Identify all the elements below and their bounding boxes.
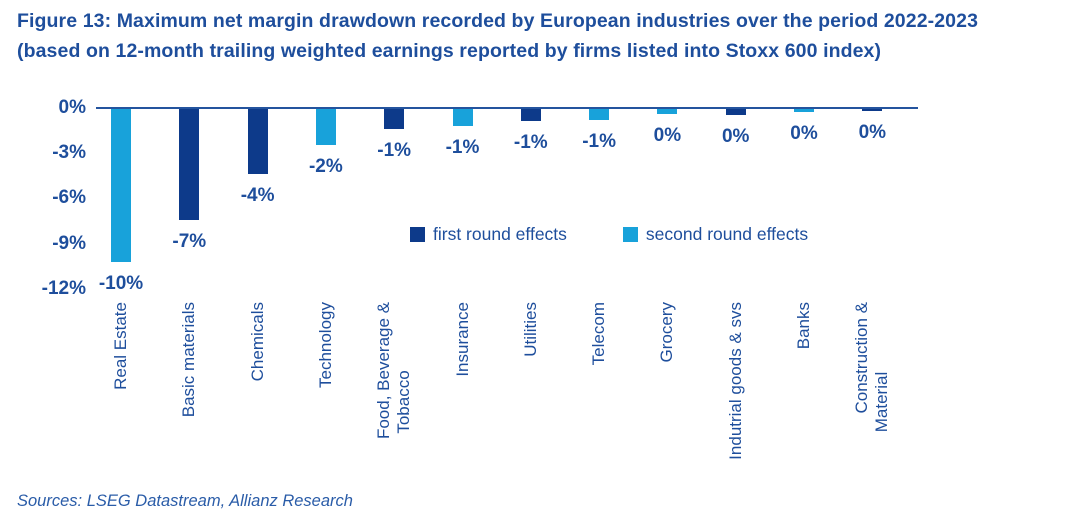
category-label-line: Basic materials — [179, 302, 199, 418]
bar-indutrial-goods-svs — [725, 109, 746, 115]
bar-value-label: 0% — [653, 125, 682, 146]
source-note: Sources: LSEG Datastream, Allianz Resear… — [17, 492, 353, 510]
category-label-line: Food, Beverage & — [374, 302, 394, 440]
legend-label: first round effects — [433, 224, 567, 244]
bar-value-label: -4% — [240, 185, 275, 206]
bar-value-label: -10% — [98, 273, 144, 294]
category-label-line: Telecom — [589, 302, 609, 366]
y-tick-label: -12% — [41, 277, 86, 299]
bar-insurance — [452, 109, 473, 126]
bar-value-label: 0% — [790, 123, 818, 144]
bar-banks — [794, 109, 814, 112]
category-label-grocery: Grocery — [657, 302, 677, 502]
bar-value-label: -1% — [377, 140, 412, 161]
category-label-line: Construction & — [852, 302, 872, 414]
legend-swatch-icon — [410, 227, 425, 242]
legend-item: first round effects — [410, 224, 567, 245]
chart-legend: first round effects second round effects — [410, 224, 808, 245]
bar-technology — [315, 109, 336, 145]
category-label-telecom: Telecom — [589, 302, 609, 502]
bar-utilities — [520, 109, 541, 121]
category-label-line: Chemicals — [247, 302, 267, 382]
category-label-line: Real Estate — [111, 302, 130, 390]
y-tick-label: -9% — [52, 232, 86, 254]
bar-value-label: 0% — [721, 126, 750, 147]
category-label-technology: Technology — [316, 302, 336, 502]
bar-value-label: -7% — [172, 231, 207, 252]
category-label-indutrial-goods-svs: Indutrial goods & svs — [726, 302, 746, 502]
y-tick-label: -3% — [52, 142, 86, 164]
category-label-line: Material — [872, 371, 892, 433]
bar-grocery — [657, 109, 678, 114]
bar-value-label: 0% — [858, 122, 887, 143]
figure-title-line-1: Figure 13: Maximum net margin drawdown r… — [17, 10, 979, 32]
x-axis-zero-line — [96, 107, 918, 109]
figure-title-line-2: (based on 12-month trailing weighted ear… — [17, 40, 882, 62]
category-label-basic-materials: Basic materials — [179, 302, 199, 502]
category-label-insurance: Insurance — [453, 302, 473, 502]
category-label-line: Technology — [315, 302, 335, 389]
bar-value-label: -1% — [513, 132, 548, 153]
bar-value-label: -1% — [582, 131, 616, 152]
bar-real-estate — [111, 109, 131, 262]
bar-value-label: -2% — [308, 156, 343, 177]
legend-item: second round effects — [622, 224, 809, 245]
legend-label: second round effects — [645, 224, 809, 244]
y-tick-label: 0% — [58, 97, 86, 118]
category-label-line: Grocery — [657, 302, 677, 363]
bar-construction-material — [862, 109, 883, 111]
bar-food-beverage-tobacco — [384, 109, 405, 129]
legend-swatch-icon — [622, 227, 638, 242]
category-label-banks: Banks — [794, 302, 814, 502]
category-label-utilities: Utilities — [521, 302, 541, 502]
category-label-chemicals: Chemicals — [248, 302, 268, 502]
category-label-construction-material: Construction & Material — [852, 302, 892, 502]
category-label-food-beverage-tobacco: Food, Beverage & Tobacco — [374, 302, 414, 502]
y-tick-label: -6% — [52, 187, 86, 209]
bar-value-label: -1% — [445, 137, 480, 158]
category-label-line: Utilities — [520, 302, 540, 357]
bar-basic-materials — [179, 109, 200, 220]
category-label-line: Indutrial goods & svs — [725, 302, 745, 460]
bar-chemicals — [247, 109, 268, 174]
category-label-line: Insurance — [452, 302, 472, 377]
bar-telecom — [589, 109, 610, 120]
category-label-line: Tobacco — [394, 370, 414, 434]
category-label-line: Banks — [794, 302, 813, 350]
figure-title: Figure 13: Maximum net margin drawdown r… — [17, 6, 1037, 66]
category-label-real-estate: Real Estate — [111, 302, 131, 502]
